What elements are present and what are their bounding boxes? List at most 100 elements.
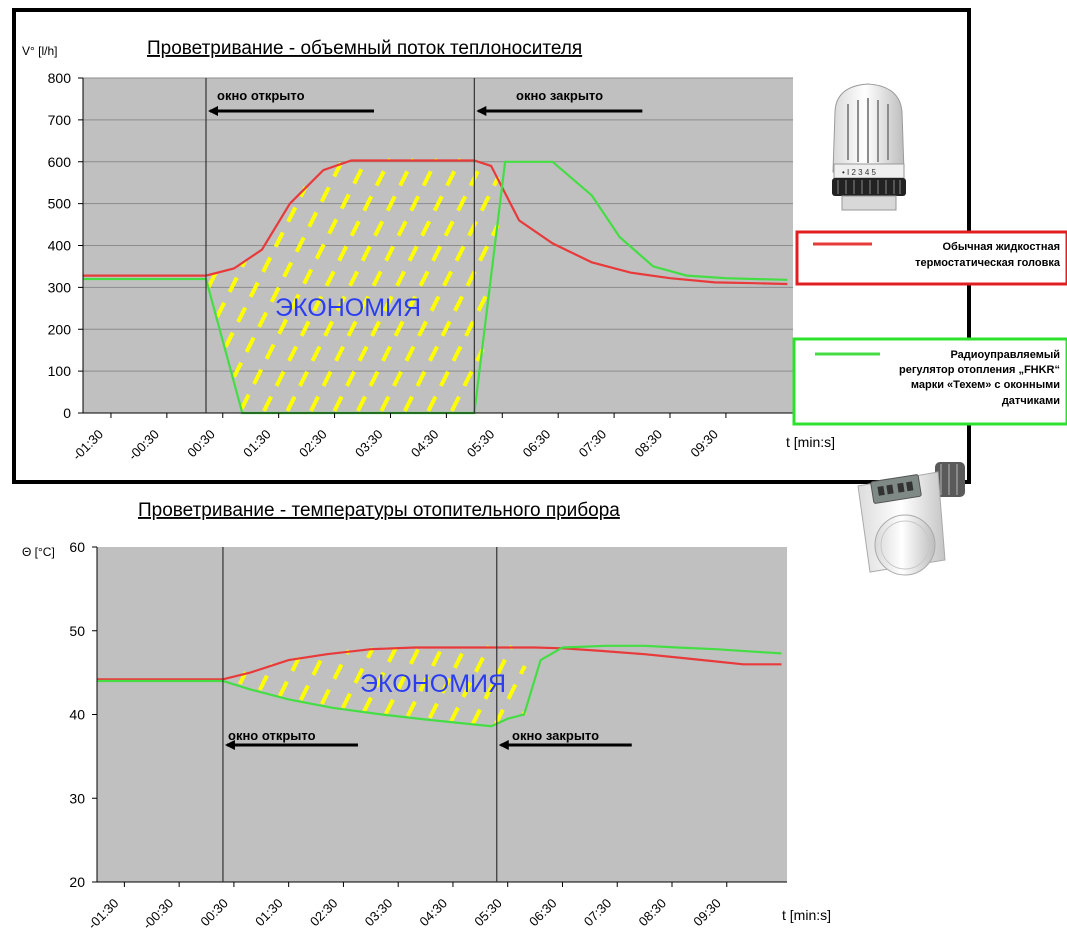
bottom-savings-hatch (238, 645, 527, 725)
top-chart: 0 100 200 300 400 500 600 700 800 -01:30 -00:30 00… (22, 38, 835, 463)
top-chart-title: Проветривание - объемный поток теплоноси… (147, 38, 582, 59)
x-tick-label: 02:30 (307, 896, 341, 930)
window-marker-arrowhead (498, 740, 509, 750)
window-marker-arrowhead (224, 740, 235, 750)
x-tick-label: 08:30 (632, 427, 666, 461)
x-tick-label: 06:30 (520, 427, 554, 461)
savings-hatch-line (384, 645, 422, 715)
svg-text:• I 2 3 4 5: • I 2 3 4 5 (842, 168, 876, 177)
bottom-savings-label: ЭКОНОМИЯ (360, 670, 506, 698)
y-tick-label: 60 (69, 539, 85, 555)
window-marker-arrowhead (476, 106, 487, 116)
legend-radio-line1: Радиоуправляемый (950, 349, 1060, 361)
legend-radio-line4: датчиками (1002, 395, 1060, 407)
x-tick-label: 09:30 (690, 896, 724, 930)
window-marker-arrowhead (207, 106, 218, 116)
x-tick-label: 08:30 (636, 896, 670, 930)
x-tick-label: 06:30 (526, 896, 560, 930)
y-tick-label: 40 (69, 707, 85, 723)
x-tick-label: 01:30 (240, 427, 274, 461)
y-tick-label: 400 (48, 238, 72, 254)
savings-hatch-line (341, 647, 375, 709)
thermostatic-head-icon: • I 2 3 4 5 (832, 83, 906, 211)
x-tick-label: -01:30 (69, 427, 106, 464)
savings-hatch-line (379, 176, 501, 412)
legend-conventional-line1: Обычная жидкостная (942, 241, 1060, 253)
savings-hatch-line (449, 645, 491, 723)
top-window-open-label: окно открыто (217, 88, 305, 103)
bottom-window-open-label: окно открыто (228, 728, 316, 743)
bottom-y-axis-label: Θ [°C] (22, 545, 55, 559)
y-tick-label: 30 (69, 790, 85, 806)
bottom-y-ticks: 20 30 40 50 60 (69, 539, 98, 890)
top-legend: Обычная жидкостная термостатическая голо… (792, 230, 1067, 426)
bottom-x-ticks: -01:30 -00:30 00:30 01:30 02:30 03:30 04:30 05:… (85, 881, 787, 933)
x-tick-label: 02:30 (296, 427, 330, 461)
savings-hatch-line (223, 186, 308, 348)
x-tick-label: 05:30 (471, 896, 505, 930)
y-tick-label: 50 (69, 623, 85, 639)
series-line-conventional (97, 646, 782, 681)
y-tick-label: 600 (48, 154, 72, 170)
x-tick-label: -01:30 (85, 896, 122, 933)
x-tick-label: 01:30 (252, 896, 286, 930)
savings-hatch-line (320, 649, 351, 705)
top-window-markers (205, 78, 643, 413)
savings-hatch-line (494, 665, 527, 725)
savings-hatch-line (239, 158, 369, 410)
bottom-plot-area (97, 547, 787, 882)
bottom-chart-title: Проветривание - температуры отопительног… (138, 500, 620, 521)
x-tick-label: 03:30 (362, 896, 396, 930)
savings-hatch-line (285, 158, 416, 412)
top-savings-hatch (206, 158, 501, 412)
top-window-closed-label: окно закрыто (516, 88, 603, 103)
x-tick-label: 04:30 (416, 896, 450, 930)
x-tick-label: 05:30 (464, 427, 498, 461)
x-tick-label: 00:30 (197, 896, 231, 930)
savings-hatch-line (471, 645, 514, 725)
x-tick-label: 07:30 (576, 427, 610, 461)
x-tick-label: 03:30 (352, 427, 386, 461)
savings-hatch-line (206, 272, 218, 288)
bottom-window-markers (222, 547, 632, 882)
y-tick-label: 500 (48, 196, 72, 212)
y-tick-label: 700 (48, 112, 72, 128)
y-tick-label: 20 (69, 874, 85, 890)
x-tick-label: 04:30 (408, 427, 442, 461)
legend-conventional-box (795, 230, 1067, 286)
legend-radio-line2: регулятор отопления „FHKR“ (899, 364, 1060, 376)
electronic-radiator-controller-icon (857, 462, 965, 576)
savings-hatch-line (299, 653, 326, 701)
savings-hatch-line (278, 657, 301, 697)
top-y-axis-label: V° [l/h] (22, 44, 57, 58)
savings-hatch-line (406, 645, 445, 717)
x-tick-label: 07:30 (581, 896, 615, 930)
top-savings-label: ЭКОНОМИЯ (275, 294, 421, 322)
top-x-axis-label: t [min:s] (786, 434, 835, 450)
bottom-series-lines (97, 644, 782, 728)
savings-hatch-line (428, 645, 468, 719)
y-tick-label: 100 (48, 363, 72, 379)
savings-hatch-line (332, 158, 463, 412)
x-tick-label: 09:30 (687, 427, 721, 461)
savings-hatch-line (403, 224, 500, 412)
legend-radio-line3: марки «Техем» с оконными (911, 379, 1060, 391)
savings-hatch-line (309, 158, 439, 412)
series-line-radio (97, 644, 782, 728)
y-tick-label: 800 (48, 70, 72, 86)
bottom-window-closed-label: окно закрыто (512, 728, 599, 743)
x-tick-label: -00:30 (125, 427, 162, 464)
savings-hatch-line (262, 158, 392, 412)
bottom-x-axis-label: t [min:s] (782, 907, 831, 923)
savings-hatch-line (426, 286, 493, 412)
legend-conventional-line2: термостатическая головка (915, 257, 1061, 269)
savings-hatch-line (258, 663, 275, 691)
top-y-ticks: 0 100 200 300 400 500 600 700 800 (48, 70, 84, 421)
x-tick-label: -00:30 (140, 896, 177, 933)
savings-hatch-line (215, 260, 247, 318)
x-tick-label: 00:30 (184, 427, 218, 461)
top-x-ticks: -01:30 -00:30 00:30 01:30 02:30 03:30 04:30 05:… (69, 412, 793, 464)
savings-hatch-line (232, 162, 343, 378)
y-tick-label: 200 (48, 321, 72, 337)
